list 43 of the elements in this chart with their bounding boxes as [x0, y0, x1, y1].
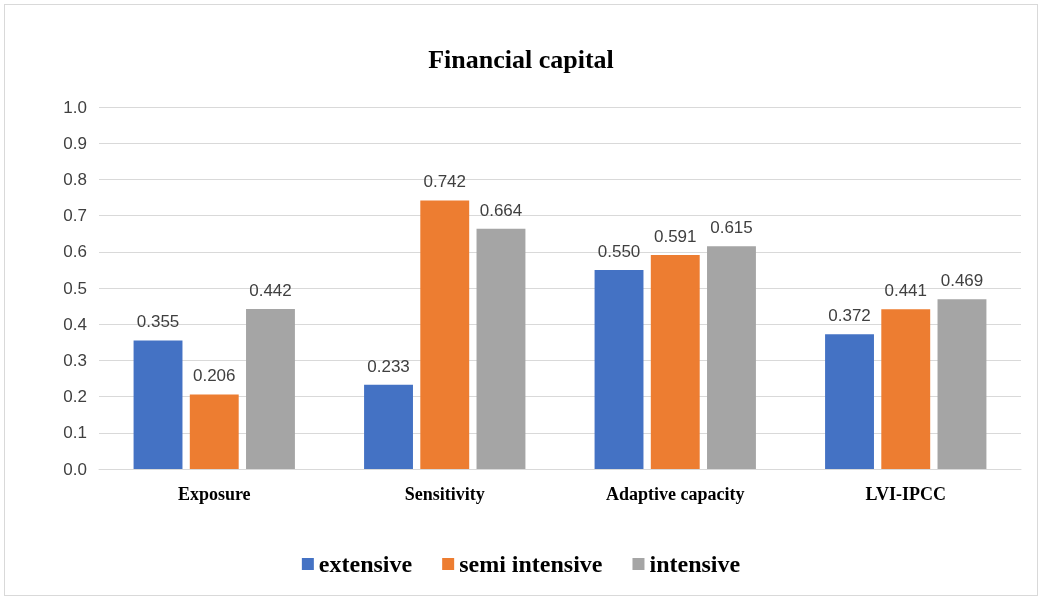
y-tick-label: 0.0	[63, 459, 87, 479]
x-tick-label: LVI-IPCC	[865, 484, 946, 504]
data-label: 0.469	[940, 271, 984, 291]
y-tick-label: 0.2	[63, 387, 87, 407]
bar	[650, 255, 700, 469]
bar	[133, 340, 183, 469]
data-label: 0.742	[423, 172, 467, 192]
x-tick-label: Adaptive capacity	[606, 484, 745, 504]
data-label: 0.355	[136, 312, 180, 332]
y-tick-label: 0.5	[63, 278, 87, 298]
y-tick-label: 0.9	[63, 133, 87, 153]
data-label: 0.206	[192, 366, 236, 386]
y-tick-label: 0.3	[63, 350, 87, 370]
data-label: 0.550	[597, 241, 641, 261]
bar	[937, 299, 987, 469]
bar	[364, 384, 413, 469]
x-tick-label: Exposure	[177, 484, 251, 504]
bar	[476, 228, 526, 469]
data-label: 0.591	[653, 227, 697, 247]
data-label: 0.233	[367, 356, 410, 376]
legend-label: extensive	[318, 551, 413, 577]
legend-label: semi intensive	[459, 551, 603, 577]
bar	[420, 200, 470, 469]
data-label: 0.442	[249, 281, 292, 300]
chart-title: Financial capital	[428, 44, 614, 74]
bar	[594, 269, 644, 469]
y-tick-label: 0.6	[63, 242, 87, 262]
y-tick-label: 0.7	[63, 206, 87, 226]
bar	[707, 246, 756, 469]
data-label: 0.664	[479, 200, 523, 220]
y-tick-label: 0.1	[63, 423, 87, 443]
bar	[825, 334, 874, 469]
y-tick-label: 1.0	[63, 97, 87, 117]
data-label: 0.372	[828, 306, 871, 326]
x-tick-label: Sensitivity	[404, 484, 485, 504]
bar	[189, 394, 239, 469]
y-tick-label: 0.8	[63, 169, 87, 189]
legend-label: intensive	[649, 551, 741, 577]
bar	[881, 309, 931, 469]
data-label: 0.441	[884, 281, 928, 301]
y-tick-label: 0.4	[63, 314, 87, 334]
data-label: 0.615	[710, 218, 753, 238]
bar	[246, 309, 295, 469]
